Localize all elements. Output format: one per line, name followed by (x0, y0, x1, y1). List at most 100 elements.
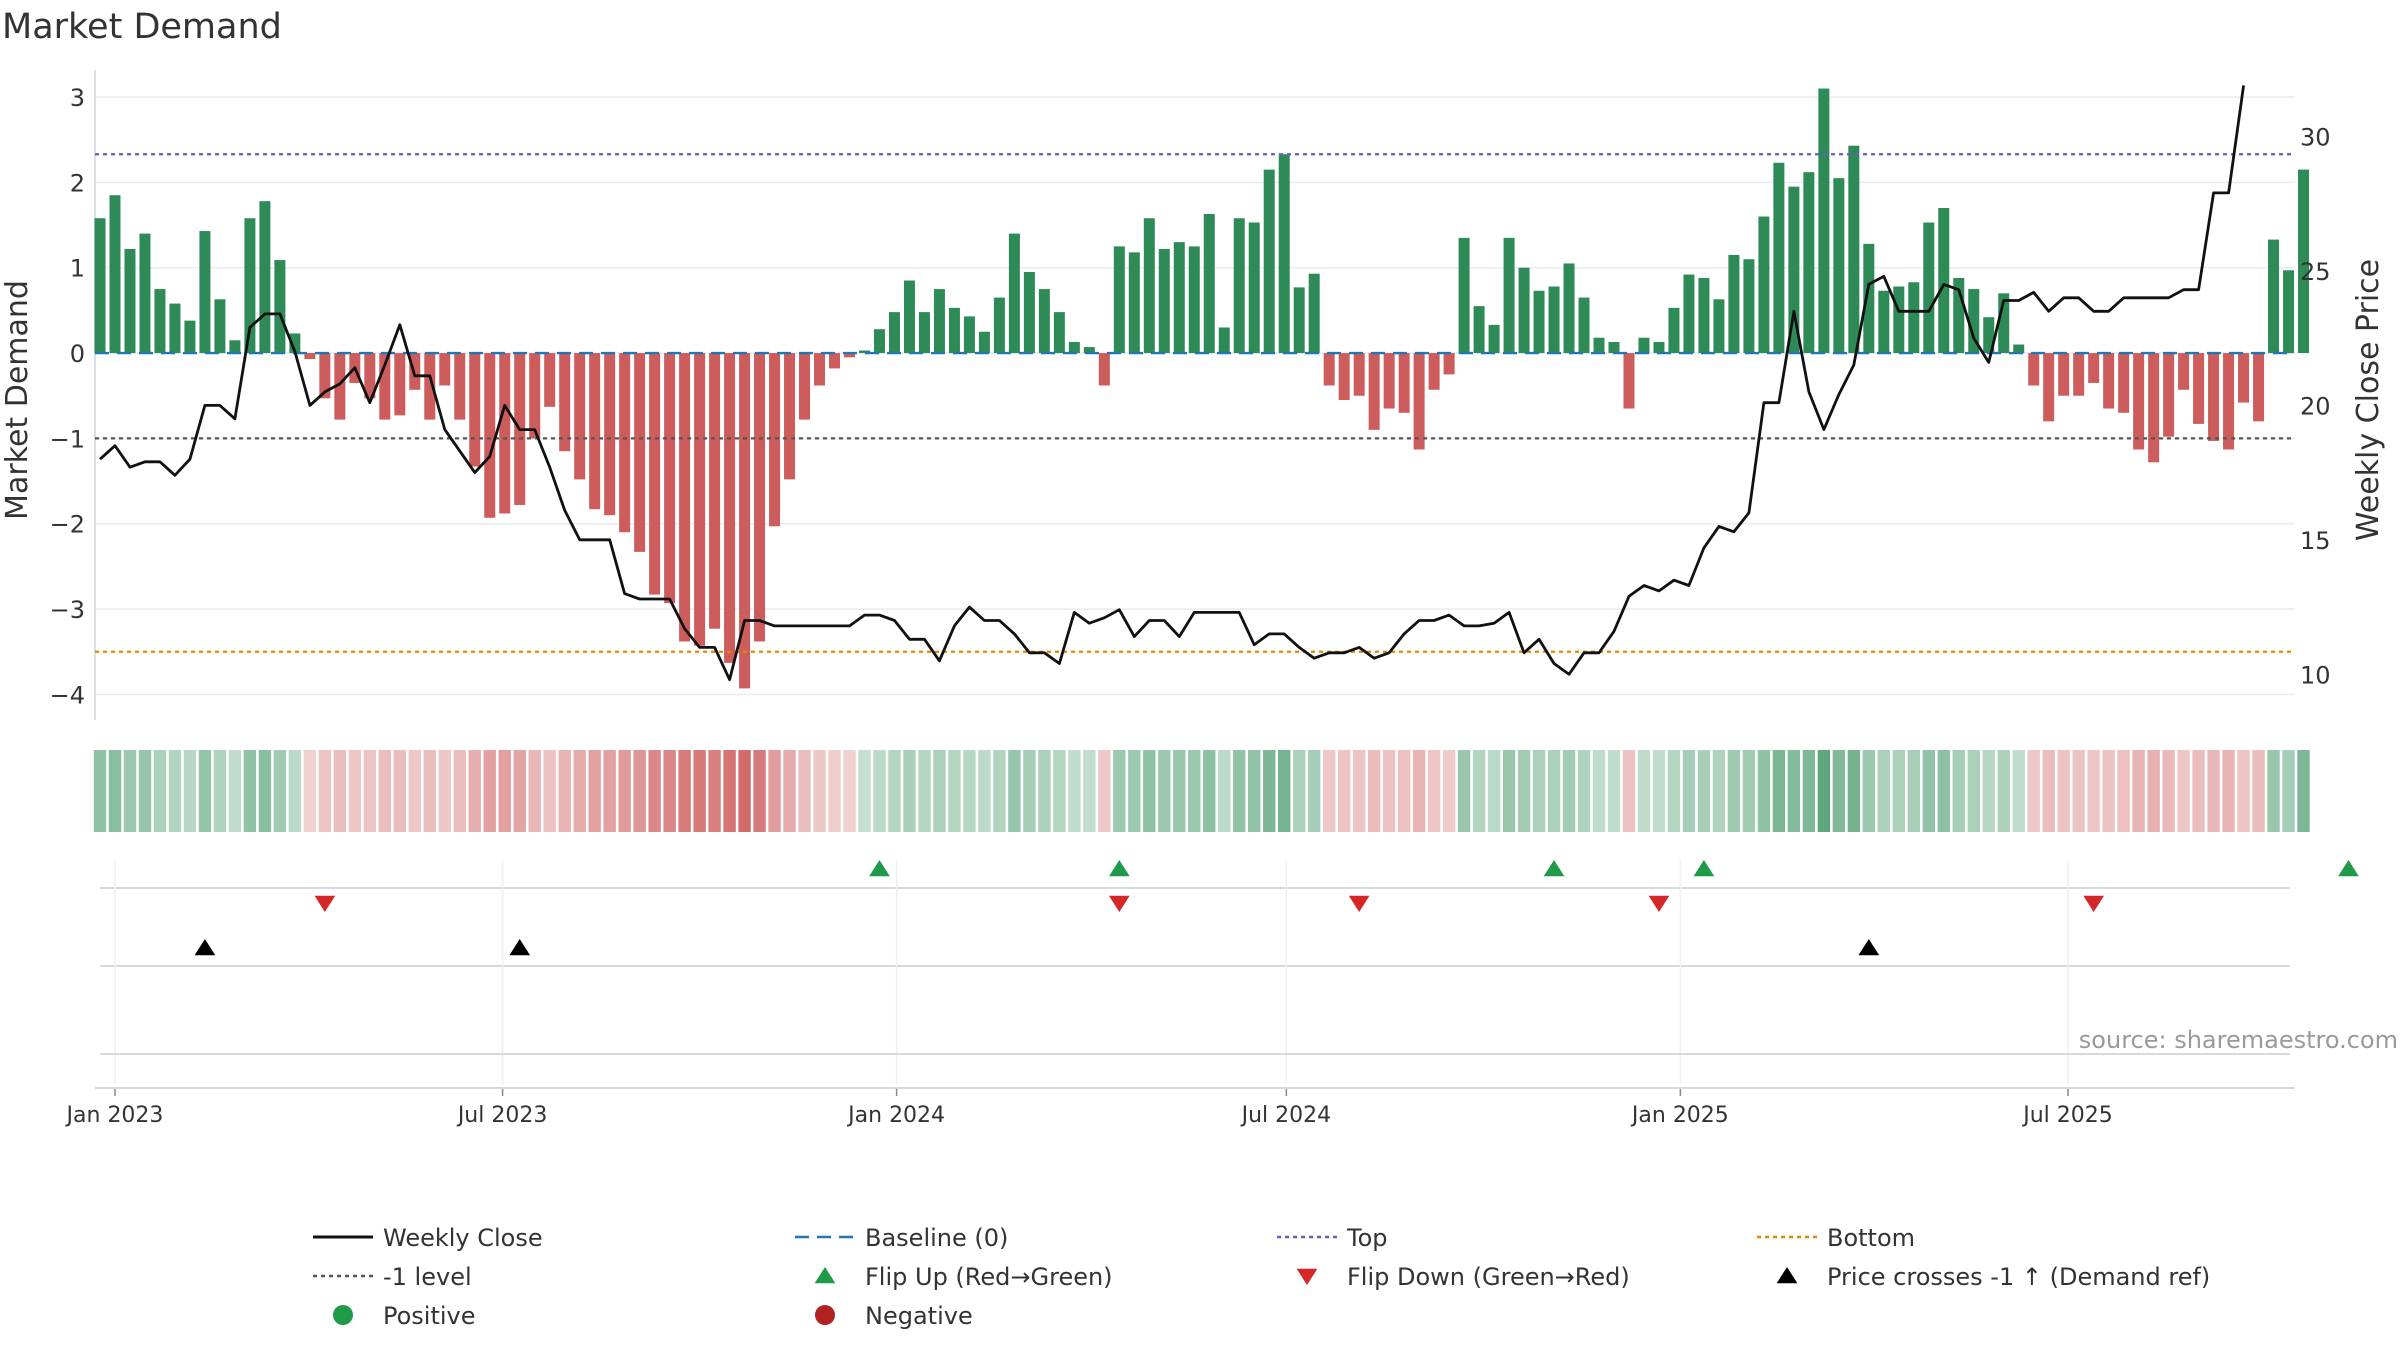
strip-cell-negative (1397, 750, 1411, 832)
strip-cell-negative (588, 750, 601, 832)
strip-cell-positive (288, 750, 302, 832)
negative-bar (709, 353, 721, 629)
strip-cell-positive (1457, 750, 1471, 832)
strip-cell-negative (423, 750, 436, 832)
positive-bar (1068, 341, 1080, 354)
negative-bar (799, 353, 811, 420)
strip-cell-negative (708, 750, 721, 832)
strip-cell-positive (1772, 750, 1786, 832)
negative-bar (739, 353, 751, 689)
negative-bar (2193, 353, 2205, 424)
strip-cell-positive (1937, 750, 1950, 832)
strip-cell-positive (1218, 750, 1231, 832)
positive-bar (1863, 243, 1875, 354)
legend-label: Flip Up (Red→Green) (865, 1263, 1113, 1291)
strip-cell-positive (873, 750, 886, 832)
negative-bar (634, 353, 646, 552)
legend-item: Weekly Close (313, 1224, 543, 1252)
positive-bar (1818, 88, 1830, 354)
positive-bar (1968, 289, 1980, 354)
strip-cell-positive (963, 750, 976, 832)
negative-bar (784, 353, 796, 480)
y-tick-label: −3 (50, 596, 85, 624)
strip-cell-positive (273, 750, 287, 832)
positive-bar (2283, 270, 2295, 354)
positive-bar (1608, 341, 1620, 354)
positive-bar (1998, 293, 2010, 354)
strip-cell-negative (2042, 750, 2055, 832)
strip-cell-negative (2207, 750, 2220, 832)
positive-bar (1983, 317, 1995, 354)
legend-item: Flip Up (Red→Green) (814, 1263, 1113, 1291)
positive-bar (1953, 277, 1965, 354)
y-axis-title: Market Demand (0, 280, 35, 520)
positive-bar (289, 333, 301, 354)
price-cross-marker (509, 939, 531, 956)
negative-bar (469, 353, 481, 467)
strip-cell-negative (783, 750, 796, 832)
strip-cell-negative (2192, 750, 2205, 832)
strip-cell-positive (1727, 750, 1741, 832)
strip-cell-negative (843, 750, 856, 832)
strip-cell-negative (348, 750, 362, 832)
negative-bar (544, 353, 556, 407)
positive-bar (888, 312, 900, 354)
strip-cell-positive (1472, 750, 1486, 832)
strip-cell-positive (1667, 750, 1681, 832)
positive-bar (933, 289, 945, 354)
positive-bar (858, 350, 870, 354)
positive-bar (1263, 169, 1275, 354)
negative-bar (2118, 353, 2130, 413)
strip-cell-negative (2132, 750, 2145, 832)
positive-bar (109, 195, 121, 354)
strip-cell-positive (1158, 750, 1171, 832)
y2-axis-title: Weekly Close Price (2351, 259, 2386, 541)
legend-item: Baseline (0) (795, 1224, 1008, 1252)
strip-cell-positive (1847, 750, 1861, 832)
positive-bar (1878, 290, 1890, 354)
strip-cell-positive (138, 750, 152, 832)
negative-bar (1383, 353, 1395, 409)
positive-bar (154, 289, 166, 354)
y2-tick-label: 15 (2300, 527, 2331, 555)
positive-bar (1008, 233, 1020, 354)
strip-cell-positive (1083, 750, 1096, 832)
y-tick-label: −1 (50, 425, 85, 453)
strip-cell-positive (168, 750, 182, 832)
legend-label: Top (1346, 1224, 1388, 1252)
negative-bar (2238, 353, 2250, 403)
negative-bar (844, 353, 855, 358)
strip-cell-positive (1562, 750, 1576, 832)
negative-bar (499, 353, 511, 514)
strip-cell-positive (1023, 750, 1036, 832)
strip-cell-positive (1547, 750, 1561, 832)
strip-cell-positive (1892, 750, 1905, 832)
positive-bar (1938, 208, 1950, 354)
positive-bar (244, 218, 256, 354)
flip-up-marker (2338, 860, 2359, 877)
strip-cell-negative (483, 750, 496, 832)
strip-cell-positive (1053, 750, 1066, 832)
negative-bar (2058, 353, 2070, 396)
positive-bar (1218, 327, 1230, 354)
negative-bar (829, 353, 841, 369)
positive-bar (1728, 254, 1740, 354)
strip-cell-positive (1307, 750, 1321, 832)
negative-bar (724, 353, 736, 663)
negative-bar (319, 353, 331, 399)
strip-cell-negative (543, 750, 556, 832)
cross-markers-panel (100, 939, 2290, 967)
positive-bar (918, 312, 930, 354)
positive-bar (1023, 272, 1035, 354)
positive-bar (1143, 218, 1155, 354)
x-tick-label: Jul 2024 (1240, 1103, 1332, 1128)
strip-cell-positive (258, 750, 272, 832)
weekly-close-line (99, 85, 2245, 682)
positive-bar (1698, 277, 1710, 354)
strip-cell-negative (828, 750, 841, 832)
negative-bar (2043, 353, 2055, 422)
negative-bar (2223, 353, 2235, 450)
positive-bar (1083, 347, 1095, 354)
strip-cell-negative (1442, 750, 1456, 832)
positive-bar (214, 299, 226, 354)
